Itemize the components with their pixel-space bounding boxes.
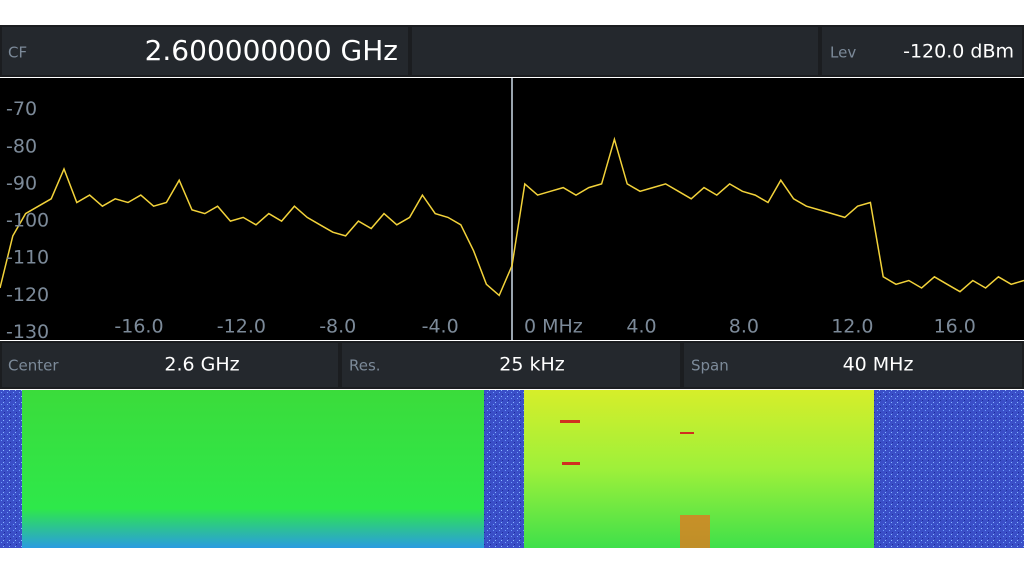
y-tick-label: -120 [6, 284, 49, 306]
axis-labels: -70 -80 -90 -100 -110 -120 -130 -16.0 -12.0 -8.0 -… [6, 98, 976, 343]
x-tick-label: 12.0 [831, 316, 873, 338]
res-label: Res. [349, 357, 381, 375]
x-tick-label: -4.0 [422, 316, 459, 338]
cf-panel [2, 27, 408, 75]
center-value: 2.6 GHz [164, 354, 239, 376]
cf-label: CF [8, 44, 27, 62]
waterfall [0, 390, 1024, 548]
waterfall-hotspot [680, 432, 694, 434]
x-tick-label: 0 MHz [524, 316, 583, 338]
span-label: Span [691, 357, 729, 375]
x-tick-label: -12.0 [217, 316, 266, 338]
empty-panel [412, 27, 818, 75]
y-tick-label: -80 [6, 135, 37, 157]
cf-value: 2.600000000 GHz [145, 34, 398, 67]
lev-label: Lev [830, 44, 856, 62]
center-label: Center [8, 357, 59, 375]
x-tick-label: 8.0 [729, 316, 759, 338]
waterfall-hotspot [680, 515, 710, 548]
y-tick-label: -70 [6, 98, 37, 120]
span-value: 40 MHz [843, 354, 914, 376]
lev-value: -120.0 dBm [903, 41, 1014, 63]
center-panel [2, 343, 338, 387]
res-value: 25 kHz [499, 354, 565, 376]
y-tick-label: -110 [6, 247, 49, 269]
waterfall-hotspot [560, 420, 580, 423]
x-tick-label: 4.0 [626, 316, 656, 338]
waterfall-band [22, 390, 484, 548]
res-panel [342, 343, 680, 387]
y-tick-label: -100 [6, 210, 49, 232]
lev-panel [822, 27, 1022, 75]
y-tick-label: -130 [6, 321, 49, 343]
x-tick-label: -16.0 [114, 316, 163, 338]
span-panel [684, 343, 1022, 387]
trace-group [0, 136, 1024, 297]
trace [0, 136, 1024, 297]
x-tick-label: -8.0 [319, 316, 356, 338]
y-tick-label: -90 [6, 172, 37, 194]
x-tick-label: 16.0 [934, 316, 976, 338]
waterfall-hotspot [562, 462, 580, 465]
